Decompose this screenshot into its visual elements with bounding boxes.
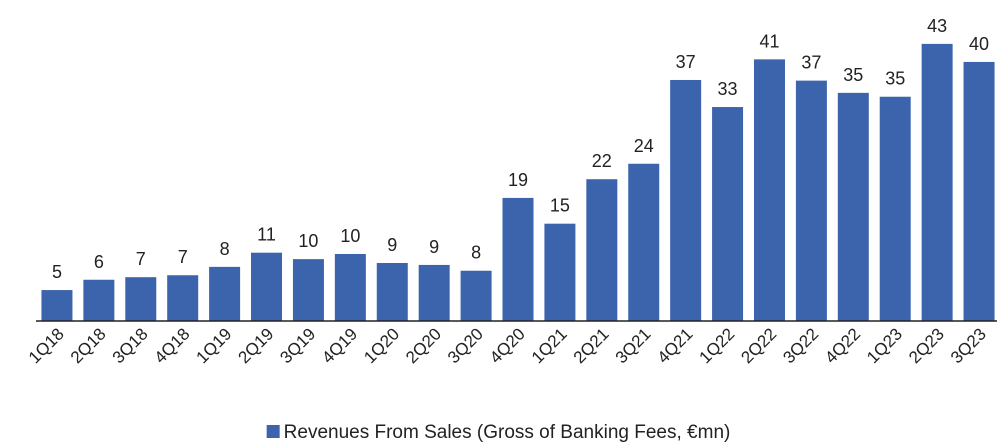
value-label: 9	[429, 237, 439, 257]
x-tick-label: 4Q21	[654, 324, 697, 367]
value-label: 37	[801, 53, 821, 73]
value-label: 35	[843, 65, 863, 85]
value-label: 43	[927, 16, 947, 36]
bar	[712, 107, 744, 322]
x-tick-label: 3Q20	[444, 324, 487, 367]
bar	[376, 263, 408, 321]
x-tick-label: 1Q23	[863, 324, 906, 367]
value-label: 8	[471, 243, 481, 263]
bar	[879, 96, 911, 321]
value-label: 33	[718, 79, 738, 99]
bar	[502, 197, 534, 321]
legend: Revenues From Sales (Gross of Banking Fe…	[266, 422, 731, 443]
bar	[544, 223, 576, 321]
x-tick-label: 3Q23	[947, 324, 990, 367]
x-tick-label: 3Q18	[109, 324, 152, 367]
x-tick-label: 1Q18	[25, 324, 68, 367]
value-label: 5	[52, 262, 62, 282]
value-label: 10	[340, 226, 360, 246]
bar	[460, 270, 492, 321]
value-label: 6	[94, 252, 104, 272]
bar	[921, 43, 953, 322]
x-tick-label: 3Q19	[276, 324, 319, 367]
bar	[251, 252, 283, 321]
x-tick-label: 2Q19	[235, 324, 278, 367]
value-label: 24	[634, 136, 654, 156]
value-label: 7	[136, 249, 146, 269]
x-tick-label: 4Q18	[151, 324, 194, 367]
bar	[418, 264, 450, 321]
x-tick-label: 1Q22	[696, 324, 739, 367]
bar	[334, 253, 366, 321]
value-label: 8	[220, 239, 230, 259]
x-tick-label: 2Q20	[402, 324, 445, 367]
bar	[628, 163, 660, 321]
bar	[586, 179, 618, 321]
bar	[670, 79, 702, 321]
bar	[753, 59, 785, 321]
x-tick-label: 2Q18	[67, 324, 110, 367]
legend-swatch	[266, 425, 280, 438]
x-tick-label: 1Q19	[193, 324, 236, 367]
legend-label: Revenues From Sales (Gross of Banking Fe…	[284, 422, 731, 443]
bar	[125, 277, 157, 321]
value-label: 9	[387, 235, 397, 255]
bar	[837, 92, 869, 321]
value-label: 10	[298, 231, 318, 251]
x-tick-label: 1Q21	[528, 324, 571, 367]
value-label: 35	[885, 69, 905, 89]
bar	[167, 275, 199, 321]
value-label: 37	[676, 52, 696, 72]
x-tick-label: 3Q22	[779, 324, 822, 367]
bar	[292, 259, 324, 321]
bar	[41, 290, 73, 321]
x-tick-label: 4Q20	[486, 324, 529, 367]
x-tick-label: 4Q22	[821, 324, 864, 367]
bar	[209, 266, 241, 321]
x-tick-label: 2Q23	[905, 324, 948, 367]
value-label: 41	[759, 31, 779, 51]
value-label: 22	[592, 151, 612, 171]
x-tick-label: 1Q20	[360, 324, 403, 367]
bar	[963, 61, 995, 321]
value-label: 15	[550, 196, 570, 216]
x-tick-label: 4Q19	[318, 324, 361, 367]
x-tick-label: 3Q21	[612, 324, 655, 367]
value-label: 7	[178, 247, 188, 267]
bar	[795, 80, 827, 321]
value-label: 19	[508, 170, 528, 190]
value-label: 11	[257, 225, 276, 245]
value-label: 40	[969, 34, 989, 54]
x-tick-label: 2Q22	[737, 324, 780, 367]
x-tick-label: 2Q21	[570, 324, 613, 367]
bar	[83, 279, 115, 321]
